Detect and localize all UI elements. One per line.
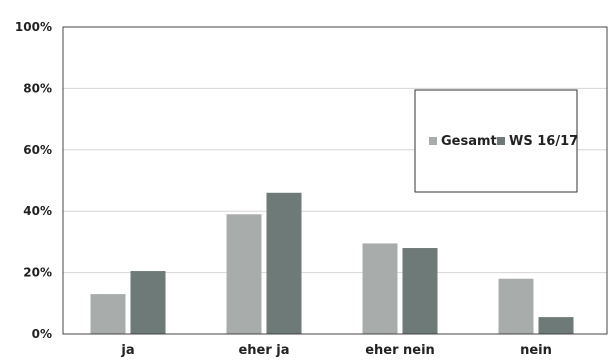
legend-label: Gesamt [441, 134, 497, 149]
y-tick-label: 0% [32, 327, 52, 341]
bar-ws-16-17 [402, 248, 438, 334]
y-tick-label: 100% [15, 20, 52, 34]
legend-label: WS 16/17 [509, 134, 578, 149]
bar-gesamt [498, 278, 534, 334]
x-category-label: eher ja [238, 343, 289, 358]
y-tick-label: 20% [23, 266, 52, 280]
y-tick-label: 80% [23, 81, 52, 95]
x-category-label: nein [520, 343, 552, 358]
bar-gesamt [90, 294, 126, 334]
y-tick-label: 40% [23, 204, 52, 218]
bar-gesamt [362, 243, 398, 334]
legend-box [414, 89, 578, 193]
bar-ws-16-17 [266, 192, 302, 334]
bar-ws-16-17 [538, 317, 574, 334]
bar-gesamt [226, 214, 262, 334]
x-category-label: ja [120, 343, 134, 358]
bars-layer [90, 192, 574, 334]
legend-swatch [429, 137, 437, 145]
axis-layer: 0% 20% 40% 60% 80% 100% ja eher ja eher nein nein [15, 20, 608, 358]
x-category-label: eher nein [365, 343, 435, 358]
legend: Gesamt WS 16/17 [414, 89, 578, 193]
y-tick-label: 60% [23, 143, 52, 157]
plot-frame [62, 26, 608, 335]
bar-ws-16-17 [130, 271, 166, 334]
legend-swatch [497, 137, 505, 145]
